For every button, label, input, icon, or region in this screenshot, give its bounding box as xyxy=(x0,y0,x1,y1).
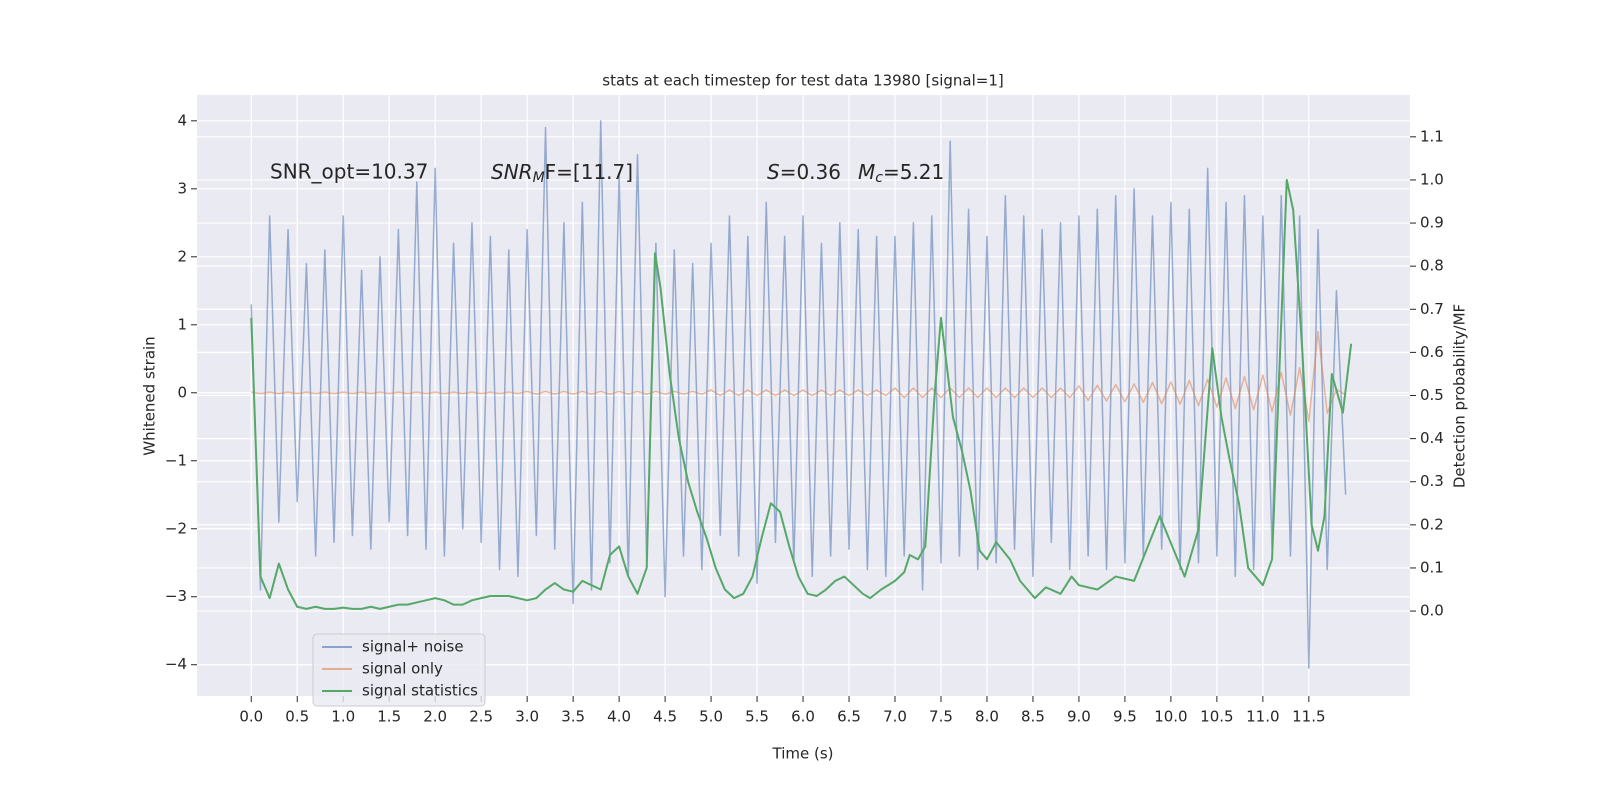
annotation-rest: =5.21 xyxy=(883,160,944,184)
x-tick-label: 11.0 xyxy=(1246,708,1279,726)
x-tick-label: 9.0 xyxy=(1067,708,1091,726)
annotation-rest: F=[11.7] xyxy=(545,160,633,184)
x-tick-label: 7.0 xyxy=(883,708,907,726)
x-tick-label: 7.5 xyxy=(929,708,953,726)
x-tick-label: 6.0 xyxy=(791,708,815,726)
annotation: SNR_opt=10.37 xyxy=(270,160,428,184)
y-tick-label: 1 xyxy=(177,315,187,333)
series-line xyxy=(250,120,1347,669)
y2-tick-label: 0.1 xyxy=(1420,558,1444,576)
annotation-base: SNR xyxy=(491,160,533,184)
x-tick-label: 4.0 xyxy=(607,708,631,726)
x-tick-label: 3.0 xyxy=(515,708,539,726)
annotation-sub: M xyxy=(533,170,545,186)
x-tick-label: 8.5 xyxy=(1021,708,1045,726)
x-tick-label: 1.5 xyxy=(377,708,401,726)
y2-axis-label: Detection probability/MF xyxy=(1451,304,1469,488)
y-tick-label: −4 xyxy=(165,655,187,673)
x-tick-label: 5.0 xyxy=(699,708,723,726)
y2-tick-label: 0.0 xyxy=(1420,602,1444,620)
x-axis-label: Time (s) xyxy=(772,745,834,763)
x-tick-label: 2.5 xyxy=(469,708,493,726)
y2-tick-label: 0.4 xyxy=(1420,429,1444,447)
series-line xyxy=(250,178,1353,610)
y2-tick-label: 0.5 xyxy=(1420,386,1444,404)
x-tick-label: 2.0 xyxy=(423,708,447,726)
legend-label: signal statistics xyxy=(362,682,478,700)
annotation-base: M xyxy=(858,160,875,184)
y-tick-label: 2 xyxy=(177,247,187,265)
y2-tick-label: 0.6 xyxy=(1420,343,1444,361)
x-tick-label: 10.0 xyxy=(1154,708,1187,726)
x-tick-label: 10.5 xyxy=(1200,708,1233,726)
legend-label: signal+ noise xyxy=(362,638,464,656)
x-tick-label: 0.0 xyxy=(239,708,263,726)
y-tick-label: 3 xyxy=(177,179,187,197)
y2-tick-label: 0.7 xyxy=(1420,300,1444,318)
legend-label: signal only xyxy=(362,660,443,678)
x-tick-label: 0.5 xyxy=(285,708,309,726)
y-tick-label: 0 xyxy=(177,383,187,401)
x-tick-label: 9.5 xyxy=(1113,708,1137,726)
annotation: Mc=5.21 xyxy=(858,160,944,187)
y2-tick-label: 0.8 xyxy=(1420,257,1444,275)
y2-tick-label: 0.3 xyxy=(1420,472,1444,490)
y-axis-label: Whitened strain xyxy=(141,336,159,455)
marks xyxy=(250,120,1353,669)
x-tick-label: 1.0 xyxy=(331,708,355,726)
y-tick-label: −2 xyxy=(165,519,187,537)
annotation-base: S xyxy=(767,160,780,184)
x-tick-label: 4.5 xyxy=(653,708,677,726)
annotation-sub: c xyxy=(875,170,883,186)
x-tick-label: 3.5 xyxy=(561,708,585,726)
chart-title: stats at each timestep for test data 139… xyxy=(602,72,1003,90)
y-tick-label: −1 xyxy=(165,451,187,469)
y2-tick-label: 1.1 xyxy=(1420,127,1444,145)
y-tick-label: 4 xyxy=(177,111,187,129)
annotation: S=0.36 xyxy=(767,160,841,184)
x-tick-label: 6.5 xyxy=(837,708,861,726)
y-tick-label: −3 xyxy=(165,587,187,605)
x-tick-label: 5.5 xyxy=(745,708,769,726)
series-line xyxy=(251,330,1347,423)
x-tick-label: 8.0 xyxy=(975,708,999,726)
y2-tick-label: 0.2 xyxy=(1420,515,1444,533)
y2-tick-label: 1.0 xyxy=(1420,170,1444,188)
legend-box xyxy=(312,633,486,707)
x-tick-label: 11.5 xyxy=(1292,708,1325,726)
annotation-rest: =0.36 xyxy=(780,160,841,184)
annotation: SNRMF=[11.7] xyxy=(491,160,633,187)
y2-tick-label: 0.9 xyxy=(1420,214,1444,232)
